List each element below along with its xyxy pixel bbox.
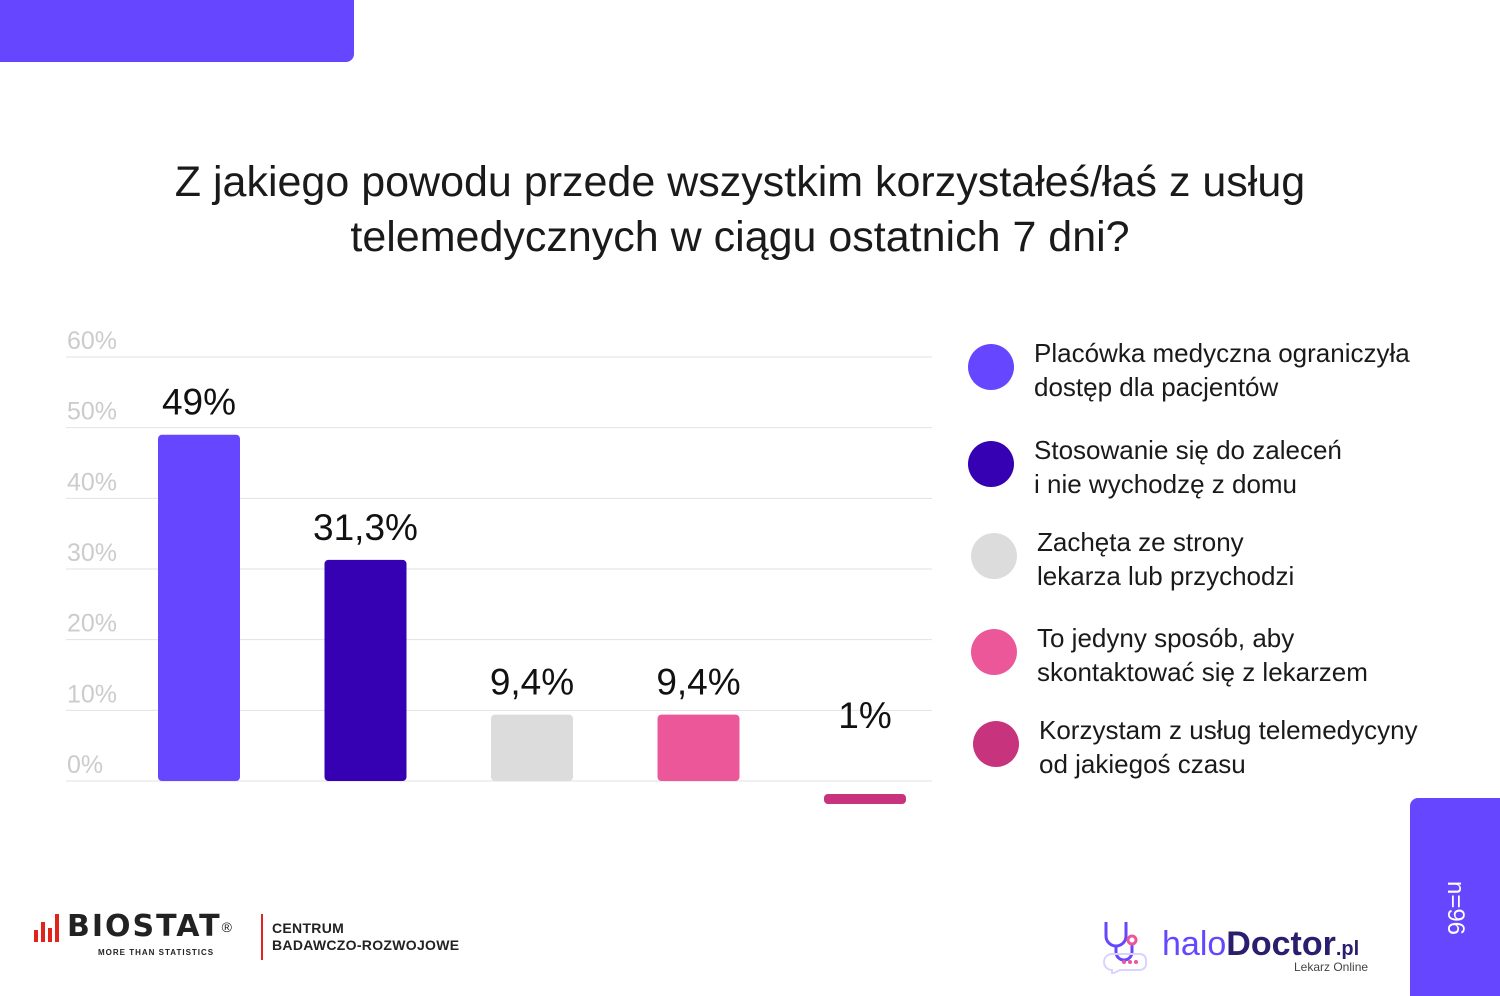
legend-item-4: To jedyny sposób, aby skontaktować się z… [971, 621, 1477, 689]
legend-swatch-3 [971, 533, 1017, 579]
halo-prefix: halo [1162, 925, 1227, 963]
data-label-2: 31,3% [313, 507, 418, 548]
y-tick-label-0: 0% [67, 751, 103, 779]
legend-label-1: Placówka medyczna ograniczyła dostęp dla… [1034, 336, 1474, 404]
data-label-1: 49% [162, 382, 236, 423]
legend-swatch-1 [968, 344, 1014, 390]
biostat-bars-icon [34, 912, 59, 942]
legend-swatch-5 [973, 721, 1019, 767]
legend-label-4-line-2: skontaktować się z lekarzem [1037, 657, 1368, 687]
legend-label-5: Korzystam z usług telemedycyny od jakieg… [1039, 713, 1479, 781]
bar-chart: 0% 10% 20% 30% 40% 50% 60% 49% 31,3% 9,4% 9,4% 1% [66, 327, 932, 804]
top-accent-bar [0, 0, 354, 62]
biostat-registered-mark: ® [221, 919, 232, 935]
legend-label-4-line-1: To jedyny sposób, aby [1037, 623, 1295, 653]
legend-label-3-line-2: lekarza lub przychodzi [1037, 561, 1295, 591]
halodoctor-wordmark: haloDoctor.pl [1162, 924, 1359, 969]
legend-label-2-line-1: Stosowanie się do zaleceń [1034, 435, 1342, 465]
legend-item-3: Zachęta ze strony lekarza lub przychodzi [971, 525, 1477, 593]
y-tick-label-60: 60% [67, 327, 117, 355]
centrum-label: CENTRUM BADAWCZO-ROZWOJOWE [272, 920, 459, 954]
halodoctor-logo: haloDoctor.pl Lekarz Online [1100, 918, 1390, 978]
bar-2 [324, 559, 407, 781]
bar-1 [158, 434, 240, 781]
legend-item-5: Korzystam z usług telemedycyny od jakieg… [973, 713, 1479, 781]
centrum-line-1: CENTRUM [272, 920, 345, 936]
y-tick-label-10: 10% [67, 680, 117, 708]
y-tick-label-20: 20% [67, 610, 117, 638]
legend-swatch-4 [971, 629, 1017, 675]
logo-divider [261, 914, 263, 960]
stethoscope-chat-icon [1103, 922, 1147, 974]
data-label-3: 9,4% [490, 662, 574, 703]
bar-5 [824, 794, 906, 804]
sample-size-tab: n=96 [1410, 798, 1500, 996]
legend-label-4: To jedyny sposób, aby skontaktować się z… [1037, 621, 1477, 689]
chart-title-line-2: telemedycznych w ciągu ostatnich 7 dni? [350, 213, 1130, 261]
legend-label-1-line-2: dostęp dla pacjentów [1034, 372, 1279, 402]
legend-label-5-line-1: Korzystam z usług telemedycyny [1039, 715, 1418, 745]
chart-title: Z jakiego powodu przede wszystkim korzys… [60, 155, 1420, 265]
data-label-5: 1% [838, 695, 891, 736]
biostat-wordmark: BIOSTAT [67, 909, 222, 944]
legend-label-2: Stosowanie się do zaleceń i nie wychodzę… [1034, 433, 1474, 501]
biostat-tagline: MORE THAN STATISTICS [98, 948, 215, 957]
halo-brand: Doctor [1226, 925, 1336, 963]
legend-label-2-line-2: i nie wychodzę z domu [1034, 469, 1298, 499]
bar-3 [491, 714, 573, 781]
halo-suffix: .pl [1335, 938, 1360, 960]
y-tick-label-50: 50% [67, 398, 117, 426]
y-tick-label-30: 30% [67, 539, 117, 567]
legend-swatch-2 [968, 441, 1014, 487]
data-label-4: 9,4% [656, 662, 740, 703]
legend-label-3: Zachęta ze strony lekarza lub przychodzi [1037, 525, 1477, 593]
legend-item-1: Placówka medyczna ograniczyła dostęp dla… [968, 336, 1474, 404]
centrum-line-2: BADAWCZO-ROZWOJOWE [272, 937, 460, 953]
sample-size-label: n=96 [1442, 880, 1469, 936]
legend-label-5-line-2: od jakiegoś czasu [1039, 749, 1246, 779]
halodoctor-tagline: Lekarz Online [1294, 960, 1369, 974]
chart-title-line-1: Z jakiego powodu przede wszystkim korzys… [174, 158, 1306, 206]
legend-item-2: Stosowanie się do zaleceń i nie wychodzę… [968, 433, 1474, 501]
bar-4 [657, 714, 740, 781]
y-tick-label-40: 40% [67, 468, 117, 496]
legend-label-3-line-1: Zachęta ze strony [1037, 527, 1244, 557]
biostat-logo: BIOSTAT ® MORE THAN STATISTICS [34, 909, 232, 957]
legend-label-1-line-1: Placówka medyczna ograniczyła [1034, 338, 1410, 368]
